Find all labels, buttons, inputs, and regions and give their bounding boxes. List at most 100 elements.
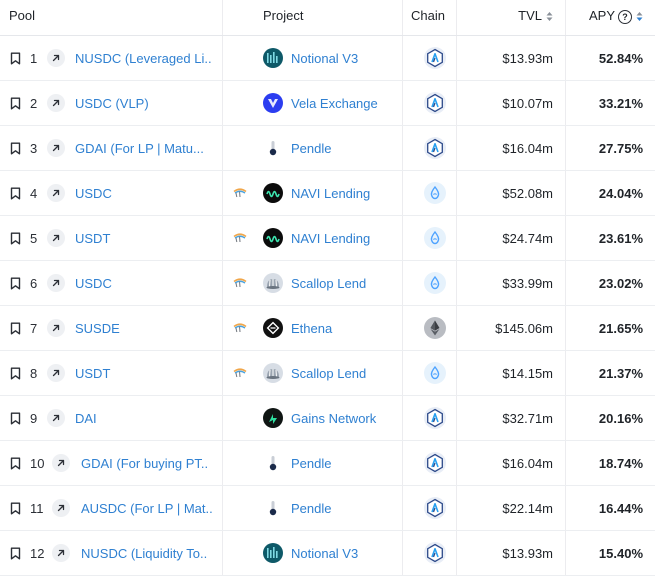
- external-link-icon: [52, 544, 70, 562]
- bookmark-icon[interactable]: [10, 81, 22, 125]
- apy-column-header[interactable]: APY?: [589, 0, 643, 35]
- pool-link-button[interactable]: [47, 36, 65, 80]
- bookmark-icon[interactable]: [10, 306, 22, 350]
- pool-name-link[interactable]: USDC: [75, 185, 112, 201]
- pool-name-link[interactable]: GDAI (For buying PT..: [81, 455, 209, 471]
- bridge-icon: [233, 216, 247, 260]
- bookmark-icon[interactable]: [10, 261, 22, 305]
- table-row: 2 USDC (VLP) Vela Exchange $10.07m 33.21%: [0, 81, 655, 126]
- pool-link-button[interactable]: [47, 171, 65, 215]
- pool-link-button[interactable]: [47, 216, 65, 260]
- project-link[interactable]: Ethena: [263, 306, 332, 350]
- project-link[interactable]: Notional V3: [263, 531, 358, 575]
- navi-logo-icon: [263, 228, 291, 248]
- project-link[interactable]: Pendle: [263, 126, 331, 170]
- pool-link-button[interactable]: [52, 441, 70, 485]
- pool-link-button[interactable]: [47, 126, 65, 170]
- rank-number: 10: [30, 455, 45, 471]
- pool-link-button[interactable]: [47, 261, 65, 305]
- pool-name-link[interactable]: AUSDC (For LP | Mat..: [81, 500, 213, 516]
- pool-link-button[interactable]: [47, 81, 65, 125]
- pool-link-button[interactable]: [52, 486, 70, 530]
- pool-name-link[interactable]: USDC: [75, 275, 112, 291]
- pool-link-button[interactable]: [52, 531, 70, 575]
- rank-number: 4: [30, 185, 38, 201]
- tvl-column-header[interactable]: TVL: [518, 0, 553, 35]
- help-icon[interactable]: ?: [618, 9, 632, 24]
- table-row: 1 NUSDC (Leveraged Li.. Notional V3 $13.93m…: [0, 36, 655, 81]
- tvl-value: $13.93m: [502, 50, 553, 66]
- project-name: NAVI Lending: [291, 230, 371, 246]
- pool-name-link[interactable]: NUSDC (Liquidity To..: [81, 545, 208, 561]
- external-link-icon: [47, 229, 65, 247]
- rank-number: 6: [30, 275, 38, 291]
- arbitrum-chain-icon: [424, 441, 446, 485]
- pool-name-link[interactable]: USDT: [75, 365, 111, 381]
- project-link[interactable]: Scallop Lend: [263, 261, 366, 305]
- bridge-icon: [233, 306, 247, 350]
- sui-chain-icon: [424, 351, 446, 395]
- bookmark-icon[interactable]: [10, 36, 22, 80]
- pool-name-link[interactable]: SUSDE: [75, 320, 120, 336]
- project-name: NAVI Lending: [291, 185, 371, 201]
- pool-name-link[interactable]: NUSDC (Leveraged Li..: [75, 50, 212, 66]
- tvl-value: $14.15m: [502, 365, 553, 381]
- table-row: 12 NUSDC (Liquidity To.. Notional V3 $13.93…: [0, 531, 655, 576]
- bookmark-icon[interactable]: [10, 216, 22, 260]
- project-name: Scallop Lend: [291, 365, 367, 381]
- bookmark-icon[interactable]: [10, 396, 22, 440]
- project-link[interactable]: Scallop Lend: [263, 351, 366, 395]
- project-link[interactable]: Pendle: [263, 486, 331, 530]
- bookmark-icon[interactable]: [10, 351, 22, 395]
- sort-desc-icon[interactable]: [636, 11, 643, 22]
- project-link[interactable]: Pendle: [263, 441, 331, 485]
- project-link[interactable]: Notional V3: [263, 36, 358, 80]
- external-link-icon: [47, 184, 65, 202]
- bookmark-icon[interactable]: [10, 126, 22, 170]
- pool-name-link[interactable]: USDC (VLP): [75, 95, 149, 111]
- project-link[interactable]: NAVI Lending: [263, 216, 370, 260]
- bookmark-icon[interactable]: [10, 171, 22, 215]
- apy-value: 18.74%: [598, 455, 643, 471]
- tvl-header-label: TVL: [518, 8, 542, 23]
- bookmark-icon[interactable]: [10, 486, 22, 530]
- project-link[interactable]: Vela Exchange: [263, 81, 378, 125]
- bookmark-icon[interactable]: [10, 531, 22, 575]
- ethena-logo-icon: [263, 318, 291, 338]
- table-row: 4 USDC NAVI Lending $52.08m 24.04%: [0, 171, 655, 216]
- table-body: 1 NUSDC (Leveraged Li.. Notional V3 $13.93m…: [0, 36, 655, 576]
- external-link-icon: [47, 49, 65, 67]
- project-link[interactable]: Gains Network: [263, 396, 376, 440]
- apy-value: 15.40%: [598, 545, 643, 561]
- pool-link-button[interactable]: [47, 306, 65, 350]
- project-name: Notional V3: [291, 545, 359, 561]
- apy-value: 33.21%: [598, 95, 643, 111]
- arbitrum-chain-icon: [424, 486, 446, 530]
- external-link-icon: [52, 454, 70, 472]
- pool-column-header: Pool: [9, 8, 36, 23]
- project-name: Ethena: [291, 320, 333, 336]
- pool-name-link[interactable]: DAI: [75, 410, 97, 426]
- project-link[interactable]: NAVI Lending: [263, 171, 370, 215]
- pool-link-button[interactable]: [47, 351, 65, 395]
- apy-header-label: APY: [588, 8, 615, 23]
- pool-name-link[interactable]: USDT: [75, 230, 111, 246]
- external-link-icon: [47, 319, 65, 337]
- tvl-value: $22.14m: [502, 500, 553, 516]
- pool-name-link[interactable]: GDAI (For LP | Matu...: [75, 140, 204, 156]
- table-row: 7 SUSDE Ethena $145.06m 21.65%: [0, 306, 655, 351]
- table-row: 10 GDAI (For buying PT.. Pendle $16.04m 18.7…: [0, 441, 655, 486]
- table-row: 8 USDT Scallop Lend $14.15m 21.37%: [0, 351, 655, 396]
- pool-link-button[interactable]: [47, 396, 65, 440]
- project-name: Gains Network: [291, 410, 377, 426]
- sort-icon[interactable]: [546, 11, 553, 22]
- arbitrum-chain-icon: [424, 396, 446, 440]
- apy-value: 24.04%: [598, 185, 643, 201]
- tvl-value: $24.74m: [502, 230, 553, 246]
- gains-logo-icon: [263, 408, 291, 428]
- bridge-icon: [233, 351, 247, 395]
- chain-column-header: Chain: [411, 8, 445, 23]
- arbitrum-chain-icon: [424, 36, 446, 80]
- bookmark-icon[interactable]: [10, 441, 22, 485]
